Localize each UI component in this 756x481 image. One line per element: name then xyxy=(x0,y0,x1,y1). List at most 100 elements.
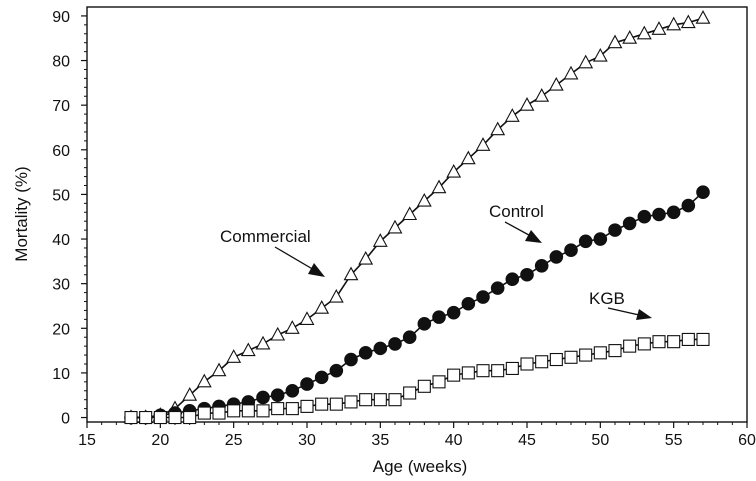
y-tick-label: 90 xyxy=(52,9,70,26)
x-tick-label: 35 xyxy=(371,432,389,449)
data-point-control xyxy=(593,232,608,246)
y-tick-label: 80 xyxy=(52,54,70,71)
data-point-control xyxy=(461,296,476,311)
x-axis-title: Age (weeks) xyxy=(373,457,467,476)
data-point-commercial xyxy=(592,47,608,62)
plot-border xyxy=(86,6,748,423)
data-point-kgb xyxy=(241,404,255,418)
data-point-commercial xyxy=(240,342,256,357)
annotation-kgb: KGB xyxy=(589,289,625,308)
data-point-control xyxy=(490,281,505,295)
data-point-kgb xyxy=(608,344,622,358)
x-tick-label: 50 xyxy=(591,432,609,449)
data-point-commercial xyxy=(431,179,447,194)
data-point-control xyxy=(432,310,446,324)
data-point-control xyxy=(622,216,637,231)
data-point-control xyxy=(476,290,490,304)
x-tick-label: 60 xyxy=(738,432,756,449)
data-point-kgb xyxy=(417,379,431,393)
data-point-kgb xyxy=(139,410,153,425)
data-point-commercial xyxy=(270,326,286,341)
data-point-commercial xyxy=(490,121,506,136)
x-tick-label: 30 xyxy=(298,432,316,449)
data-point-commercial xyxy=(299,311,315,325)
data-point-kgb xyxy=(681,332,695,346)
data-point-commercial xyxy=(358,250,374,265)
data-point-commercial xyxy=(402,206,418,221)
data-point-commercial xyxy=(534,88,550,102)
data-point-kgb xyxy=(696,332,710,346)
data-point-kgb xyxy=(505,361,519,376)
data-point-kgb xyxy=(564,350,578,364)
data-point-commercial xyxy=(504,108,520,122)
data-point-kgb xyxy=(183,410,197,425)
x-tick-label: 25 xyxy=(225,432,243,449)
data-point-commercial xyxy=(387,219,403,234)
data-point-control xyxy=(696,185,710,199)
data-point-kgb xyxy=(403,386,417,400)
data-point-commercial xyxy=(578,54,594,69)
data-point-control xyxy=(681,198,696,213)
data-point-control xyxy=(637,209,652,224)
annotation-arrow-kgb xyxy=(607,307,652,320)
data-point-commercial xyxy=(548,76,564,91)
data-point-kgb xyxy=(667,335,681,349)
data-point-commercial xyxy=(196,373,212,388)
data-point-kgb xyxy=(476,364,490,378)
data-point-commercial xyxy=(519,97,535,111)
data-point-control xyxy=(344,352,358,367)
data-point-kgb xyxy=(461,366,475,380)
data-point-commercial xyxy=(636,25,652,40)
data-point-kgb xyxy=(153,410,167,425)
data-point-control xyxy=(505,272,520,287)
data-point-control xyxy=(417,317,432,331)
data-point-kgb xyxy=(256,404,270,418)
data-point-kgb xyxy=(579,348,593,362)
data-point-kgb xyxy=(432,375,446,389)
data-point-kgb xyxy=(388,393,402,407)
data-point-commercial xyxy=(622,30,638,44)
data-point-kgb xyxy=(271,402,285,416)
data-point-commercial xyxy=(695,10,711,24)
series-line-kgb xyxy=(131,338,703,419)
y-axis: 0 10 20 30 40 50 60 70 80 90 xyxy=(52,9,87,428)
x-tick-label: 20 xyxy=(151,432,169,449)
x-tick-label: 40 xyxy=(445,432,463,449)
y-tick-label: 60 xyxy=(52,143,70,160)
data-point-kgb xyxy=(227,404,241,418)
data-point-kgb xyxy=(652,335,666,349)
data-point-kgb xyxy=(491,364,505,378)
data-point-commercial xyxy=(211,362,227,377)
data-point-commercial xyxy=(226,349,242,363)
data-point-kgb xyxy=(593,346,607,360)
data-point-kgb xyxy=(447,368,461,382)
series-line-control xyxy=(131,191,704,419)
data-point-commercial xyxy=(416,192,432,207)
data-point-control xyxy=(534,259,549,273)
y-tick-label: 50 xyxy=(52,187,70,204)
data-point-control xyxy=(652,207,666,222)
data-point-commercial xyxy=(446,163,462,178)
data-point-control xyxy=(446,305,461,320)
data-point-control xyxy=(520,267,534,282)
data-point-commercial xyxy=(680,14,696,29)
data-point-kgb xyxy=(315,397,329,411)
data-point-kgb xyxy=(637,337,651,351)
data-point-kgb xyxy=(549,352,563,367)
data-point-kgb xyxy=(285,402,299,416)
data-point-kgb xyxy=(535,355,549,369)
data-point-control xyxy=(373,341,388,356)
data-point-kgb xyxy=(329,397,343,411)
series-commercial xyxy=(123,10,711,424)
data-point-kgb xyxy=(373,393,387,407)
data-point-commercial xyxy=(182,387,198,401)
y-tick-label: 30 xyxy=(52,277,70,294)
data-point-kgb xyxy=(520,357,534,371)
x-tick-label: 45 xyxy=(518,432,536,449)
data-point-kgb xyxy=(168,410,182,425)
data-point-control xyxy=(358,346,373,360)
data-point-control xyxy=(402,330,417,345)
data-point-commercial xyxy=(255,335,271,350)
series-line-commercial xyxy=(131,17,704,419)
